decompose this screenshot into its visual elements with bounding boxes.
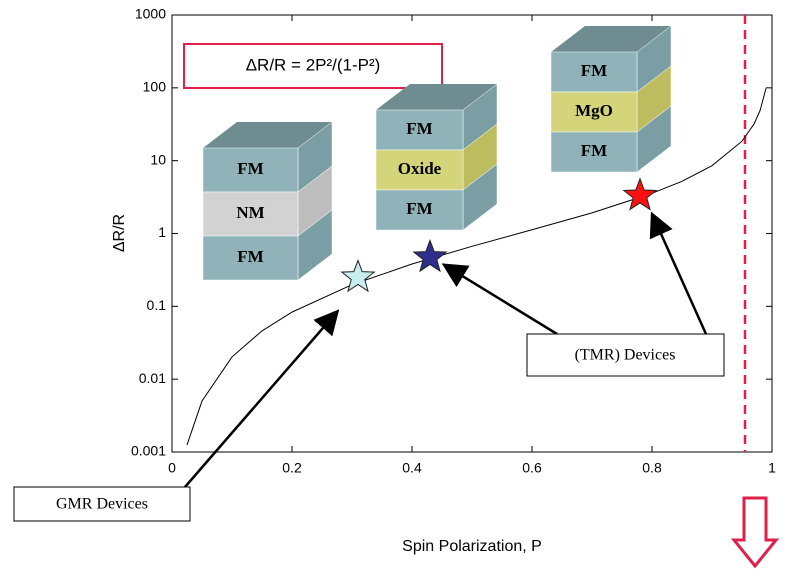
x-tick-label: 0.4 xyxy=(402,460,422,476)
y-tick-label: 100 xyxy=(143,79,167,95)
y-tick-label: 1 xyxy=(158,224,166,240)
y-tick-label: 0.1 xyxy=(147,297,167,313)
x-tick-label: 0.2 xyxy=(282,460,302,476)
callout-box xyxy=(526,333,725,377)
layer xyxy=(550,131,638,173)
layer xyxy=(375,149,464,191)
callout-arrow xyxy=(441,263,558,336)
y-tick-label: 1000 xyxy=(135,6,166,22)
star xyxy=(622,177,658,211)
star xyxy=(412,238,448,273)
layer-label: FM xyxy=(237,159,263,178)
x-axis-label: Spin Polarization, P xyxy=(402,538,542,555)
stack-top xyxy=(551,26,671,52)
layer xyxy=(202,191,299,237)
layer-label: Oxide xyxy=(398,159,442,178)
layer-label: FM xyxy=(581,141,607,160)
layer xyxy=(550,51,638,93)
x-tick-label: 1 xyxy=(768,460,776,476)
callout-label: GMR Devices xyxy=(56,496,148,513)
layer-label: NM xyxy=(236,203,264,222)
layer-label: MgO xyxy=(575,101,613,120)
x-tick-label: 0.8 xyxy=(642,460,662,476)
x-tick-label: 0.6 xyxy=(522,460,542,476)
layer xyxy=(202,147,299,193)
formula-box xyxy=(183,43,443,89)
layer xyxy=(202,235,299,281)
y-tick-label: 0.001 xyxy=(131,443,166,459)
stack-top xyxy=(376,84,497,110)
layer xyxy=(375,189,464,231)
y-tick-label: 10 xyxy=(150,151,166,167)
layer-label: FM xyxy=(237,247,263,266)
star xyxy=(340,258,376,293)
stack-top xyxy=(203,122,332,148)
callout-arrow xyxy=(184,309,340,488)
layer xyxy=(375,109,464,151)
callout-arrow xyxy=(649,211,708,335)
y-tick-label: 0.01 xyxy=(139,370,166,386)
y-axis-label: ΔR/R xyxy=(111,214,128,252)
layer-label: FM xyxy=(406,199,432,218)
x-tick-label: 0 xyxy=(168,460,176,476)
callout-box xyxy=(13,486,191,522)
layer xyxy=(550,91,638,133)
up-arrow xyxy=(730,496,780,569)
curve xyxy=(186,88,767,446)
formula: ΔR/R = 2P²/(1-P²) xyxy=(246,55,381,74)
layer-label: FM xyxy=(581,61,607,80)
callout-label: (TMR) Devices xyxy=(575,347,676,364)
layer-label: FM xyxy=(406,119,432,138)
